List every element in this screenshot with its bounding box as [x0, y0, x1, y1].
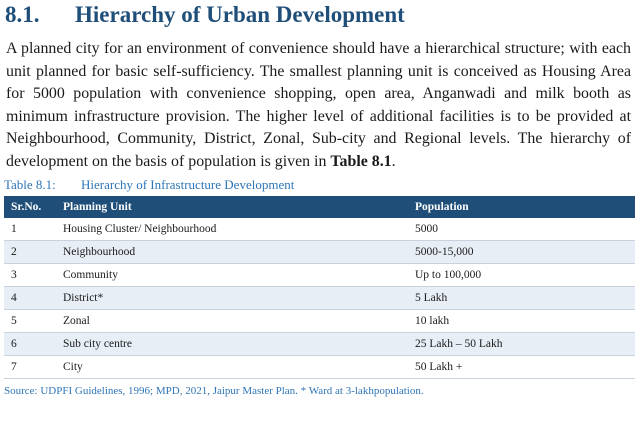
paragraph-end: .	[391, 152, 396, 170]
table-row: 6 Sub city centre 25 Lakh – 50 Lakh	[4, 332, 635, 356]
paragraph-text: A planned city for an environment of con…	[6, 40, 631, 170]
section-heading: 8.1. Hierarchy of Urban Development	[4, 0, 633, 30]
table-row: 3 Community Up to 100,000	[4, 263, 635, 287]
cell-planning-unit: Housing Cluster/ Neighbourhood	[56, 217, 408, 241]
cell-population: 50 Lakh +	[408, 355, 635, 379]
header-sr-no: Sr.No.	[4, 195, 56, 218]
cell-planning-unit: Sub city centre	[56, 332, 408, 356]
cell-sr-no: 2	[4, 240, 56, 264]
table-caption: Table 8.1: Hierarchy of Infrastructure D…	[4, 176, 633, 194]
hierarchy-table: Sr.No. Planning Unit Population 1 Housin…	[4, 195, 635, 379]
header-population: Population	[408, 195, 635, 218]
cell-population: 5000	[408, 217, 635, 241]
cell-planning-unit: District*	[56, 286, 408, 310]
table-row: 5 Zonal 10 lakh	[4, 309, 635, 333]
cell-planning-unit: Neighbourhood	[56, 240, 408, 264]
header-planning-unit: Planning Unit	[56, 195, 408, 218]
table-caption-title: Hierarchy of Infrastructure Development	[81, 176, 295, 192]
section-number: 8.1.	[5, 2, 40, 27]
cell-population: 25 Lakh – 50 Lakh	[408, 332, 635, 356]
section-title: Hierarchy of Urban Development	[75, 2, 405, 27]
table-row: 4 District* 5 Lakh	[4, 286, 635, 310]
cell-sr-no: 5	[4, 309, 56, 333]
cell-sr-no: 7	[4, 355, 56, 379]
cell-planning-unit: Zonal	[56, 309, 408, 333]
cell-sr-no: 4	[4, 286, 56, 310]
cell-population: 5 Lakh	[408, 286, 635, 310]
table-row: 2 Neighbourhood 5000-15,000	[4, 240, 635, 264]
cell-sr-no: 6	[4, 332, 56, 356]
cell-sr-no: 3	[4, 263, 56, 287]
table-caption-number: Table 8.1:	[4, 176, 56, 192]
cell-planning-unit: Community	[56, 263, 408, 287]
cell-sr-no: 1	[4, 217, 56, 241]
table-row: 7 City 50 Lakh +	[4, 355, 635, 379]
body-paragraph: A planned city for an environment of con…	[6, 38, 631, 174]
cell-population: 10 lakh	[408, 309, 635, 333]
table-source-note: Source: UDPFI Guidelines, 1996; MPD, 202…	[4, 384, 424, 397]
cell-planning-unit: City	[56, 355, 408, 379]
table-header-row: Sr.No. Planning Unit Population	[4, 195, 635, 218]
cell-population: Up to 100,000	[408, 263, 635, 287]
table-row: 1 Housing Cluster/ Neighbourhood 5000	[4, 217, 635, 241]
cell-population: 5000-15,000	[408, 240, 635, 264]
table-reference: Table 8.1	[330, 152, 392, 170]
